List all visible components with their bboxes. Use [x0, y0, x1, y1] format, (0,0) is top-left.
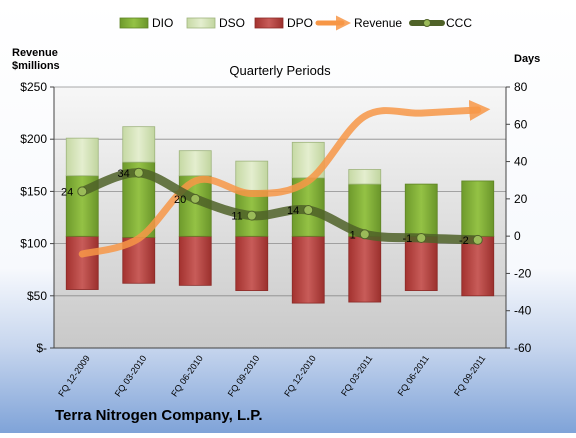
bar-dso [348, 169, 382, 185]
ccc-data-label: 11 [231, 211, 242, 223]
ccc-point [77, 186, 88, 197]
ccc-point [303, 205, 314, 216]
left-tick-label: $- [36, 341, 47, 355]
ccc-point [416, 233, 427, 244]
left-tick-label: $200 [20, 132, 47, 146]
bar-dpo [235, 235, 269, 291]
legend-dpo-label: DPO [287, 16, 313, 30]
ccc-point [133, 167, 144, 178]
bar-dpo [291, 235, 325, 304]
legend: DIO DSO DPO Revenue CCC [119, 15, 472, 31]
legend-revenue-label: Revenue [354, 16, 402, 30]
company-name: Terra Nitrogen Company, L.P. [55, 407, 263, 424]
ccc-data-label: 24 [61, 186, 73, 198]
bar-dio [404, 183, 438, 237]
ccc-data-label: 20 [174, 194, 186, 206]
ccc-data-label: -1 [402, 233, 412, 245]
right-axis: -60 -40 -20 0 20 40 60 80 [54, 80, 532, 355]
left-tick-label: $50 [27, 289, 47, 303]
ccc-point [246, 210, 257, 221]
right-tick-label: 40 [514, 155, 528, 169]
ccc-point [359, 229, 370, 240]
right-tick-label: -20 [514, 266, 532, 280]
legend-ccc-label: CCC [446, 16, 472, 30]
right-tick-label: -60 [514, 341, 532, 355]
right-tick-label: -40 [514, 304, 532, 318]
legend-dio-label: DIO [152, 16, 173, 30]
bar-dso [178, 150, 212, 177]
right-tick-label: 20 [514, 192, 528, 206]
revenue-line [78, 99, 491, 258]
plot-area [54, 87, 506, 348]
chart-title: Quarterly Periods [229, 63, 331, 78]
legend-dso-label: DSO [219, 16, 245, 30]
ccc-data-label: -2 [459, 235, 469, 247]
ccc-data-label: 34 [118, 168, 130, 180]
bar-dpo [65, 235, 99, 290]
legend-ccc-marker [423, 19, 431, 27]
right-axis-title: Days [514, 53, 540, 65]
bar-dpo [178, 235, 212, 286]
legend-dio-swatch [119, 17, 149, 29]
left-tick-label: $100 [20, 237, 47, 251]
ccc-point [190, 193, 201, 204]
left-tick-label: $250 [20, 80, 47, 94]
ccc-line [77, 168, 483, 245]
right-tick-label: 0 [514, 229, 521, 243]
left-axis-title-line2: $millions [12, 60, 60, 72]
bar-dpo [404, 235, 438, 291]
bar-dso [65, 137, 99, 177]
lines: 24 34 20 11 14 1 -1 -2 [61, 99, 491, 258]
right-tick-label: 60 [514, 117, 528, 131]
legend-dpo-swatch [254, 17, 284, 29]
legend-dso-swatch [186, 17, 216, 29]
bar-dpo [348, 235, 382, 303]
ccc-point [472, 234, 483, 245]
ccc-data-label: 1 [350, 229, 356, 241]
bar-dio [461, 180, 495, 237]
right-tick-label: 80 [514, 80, 528, 94]
ccc-data-label: 14 [287, 205, 299, 217]
bar-dso [235, 160, 269, 191]
bar-dso [122, 126, 156, 163]
left-axis-title-line1: Revenue [12, 47, 58, 59]
left-tick-label: $150 [20, 184, 47, 198]
